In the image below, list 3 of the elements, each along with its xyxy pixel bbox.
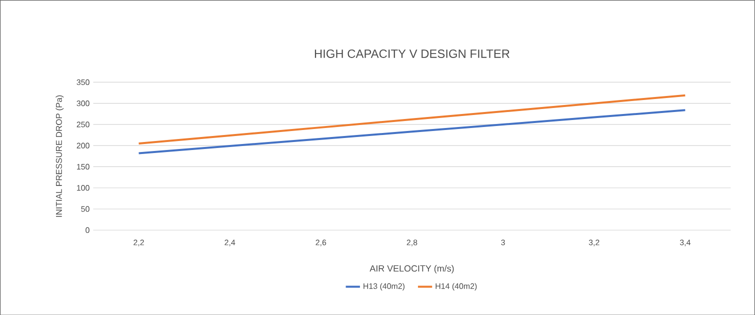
chart-title: HIGH CAPACITY V DESIGN FILTER xyxy=(314,49,510,58)
y-axis-title: INITIAL PRESSURE DROP (Pa) xyxy=(56,95,64,217)
x-axis-title: AIR VELOCITY (m/s) xyxy=(370,264,454,274)
